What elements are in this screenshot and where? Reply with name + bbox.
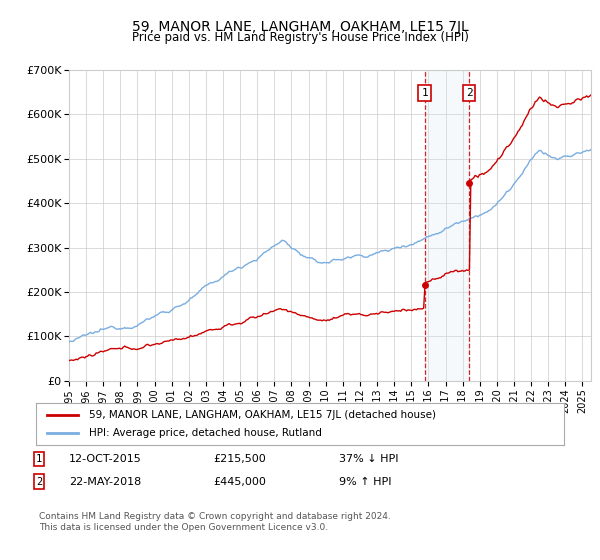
Text: 59, MANOR LANE, LANGHAM, OAKHAM, LE15 7JL: 59, MANOR LANE, LANGHAM, OAKHAM, LE15 7J…: [131, 20, 469, 34]
Text: 9% ↑ HPI: 9% ↑ HPI: [339, 477, 391, 487]
Text: 2: 2: [36, 477, 42, 487]
Text: £445,000: £445,000: [213, 477, 266, 487]
Text: 1: 1: [421, 88, 428, 98]
Text: Price paid vs. HM Land Registry's House Price Index (HPI): Price paid vs. HM Land Registry's House …: [131, 31, 469, 44]
Text: 37% ↓ HPI: 37% ↓ HPI: [339, 454, 398, 464]
Bar: [425, 70, 469, 381]
Text: 22-MAY-2018: 22-MAY-2018: [69, 477, 141, 487]
Text: 1: 1: [36, 454, 42, 464]
Text: 12-OCT-2015: 12-OCT-2015: [69, 454, 142, 464]
Text: 2: 2: [466, 88, 473, 98]
Text: Contains HM Land Registry data © Crown copyright and database right 2024.
This d: Contains HM Land Registry data © Crown c…: [39, 512, 391, 532]
Text: HPI: Average price, detached house, Rutland: HPI: Average price, detached house, Rutl…: [89, 428, 322, 438]
Text: 59, MANOR LANE, LANGHAM, OAKHAM, LE15 7JL (detached house): 59, MANOR LANE, LANGHAM, OAKHAM, LE15 7J…: [89, 410, 436, 420]
Text: £215,500: £215,500: [213, 454, 266, 464]
